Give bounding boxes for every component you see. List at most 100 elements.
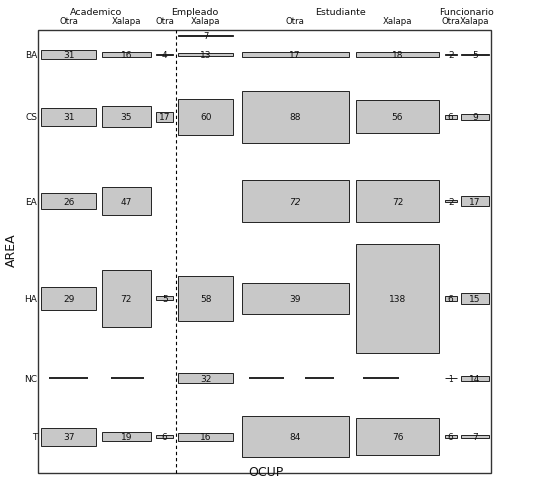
Bar	[41, 194, 96, 209]
Bar	[102, 271, 151, 327]
Text: 47: 47	[121, 197, 132, 206]
Text: 26: 26	[63, 197, 74, 206]
Text: 15: 15	[469, 294, 480, 303]
Bar	[242, 92, 349, 144]
Text: OCUP: OCUP	[249, 465, 284, 478]
Text: Xalapa: Xalapa	[111, 17, 141, 26]
Text: 76: 76	[392, 432, 403, 441]
Text: Empleado: Empleado	[171, 8, 219, 16]
Bar	[242, 53, 349, 58]
Text: 84: 84	[289, 432, 301, 441]
Bar	[242, 284, 349, 314]
Text: 72: 72	[392, 197, 403, 206]
Text: Otra: Otra	[441, 17, 460, 26]
Bar	[356, 53, 439, 58]
Bar	[41, 288, 96, 310]
Bar	[461, 435, 489, 439]
Bar	[102, 188, 151, 216]
Text: 5: 5	[162, 294, 167, 303]
Text: 9: 9	[472, 113, 478, 122]
Text: T: T	[32, 432, 37, 441]
Text: 72: 72	[121, 294, 132, 303]
Bar	[156, 55, 173, 56]
Bar	[242, 416, 349, 457]
Text: 138: 138	[389, 294, 406, 303]
Text: 2: 2	[448, 51, 453, 60]
Bar	[242, 180, 349, 223]
Text: 18: 18	[392, 51, 403, 60]
Text: NC: NC	[24, 374, 37, 383]
Text: 7: 7	[472, 432, 478, 441]
Bar	[461, 376, 489, 381]
Bar	[178, 373, 233, 384]
Bar	[445, 435, 457, 438]
Bar	[38, 31, 491, 473]
Text: 72: 72	[289, 197, 301, 206]
Text: 17: 17	[159, 113, 170, 122]
Bar	[461, 293, 489, 305]
Text: 32: 32	[200, 374, 211, 383]
Text: Funcionario: Funcionario	[439, 8, 494, 16]
Text: Otra: Otra	[155, 17, 174, 26]
Bar	[461, 55, 489, 56]
Bar	[102, 53, 151, 58]
Text: 6: 6	[448, 113, 453, 122]
Bar	[41, 428, 96, 446]
Bar	[156, 297, 173, 301]
Text: 17: 17	[469, 197, 480, 206]
Bar	[461, 197, 489, 206]
Bar	[445, 297, 457, 301]
Text: 60: 60	[200, 113, 211, 122]
Text: 6: 6	[448, 294, 453, 303]
Text: 7: 7	[203, 32, 209, 41]
Bar	[178, 276, 233, 322]
Text: 4: 4	[162, 51, 167, 60]
Text: 35: 35	[121, 113, 132, 122]
Bar	[461, 115, 489, 120]
Text: Otra: Otra	[59, 17, 78, 26]
Text: 29: 29	[63, 294, 74, 303]
Bar	[356, 101, 439, 134]
Bar	[178, 100, 233, 135]
Text: CS: CS	[25, 113, 37, 122]
Bar	[445, 116, 457, 120]
Bar	[178, 433, 233, 441]
Text: Xalapa: Xalapa	[460, 17, 490, 26]
Bar	[41, 51, 96, 60]
Text: HA: HA	[25, 294, 37, 303]
Bar	[102, 107, 151, 128]
Text: 88: 88	[289, 113, 301, 122]
Text: Estudiante: Estudiante	[315, 8, 366, 16]
Text: 16: 16	[121, 51, 132, 60]
Text: 58: 58	[200, 294, 211, 303]
Bar	[102, 432, 151, 442]
Text: Academico: Academico	[70, 8, 122, 16]
Text: 31: 31	[63, 113, 74, 122]
Text: 1: 1	[449, 374, 453, 383]
Text: 6: 6	[162, 432, 167, 441]
Text: 14: 14	[469, 374, 480, 383]
Text: 16: 16	[200, 432, 211, 441]
Text: BA: BA	[25, 51, 37, 60]
Text: Otra: Otra	[285, 17, 304, 26]
Bar	[178, 36, 233, 37]
Bar	[356, 245, 439, 353]
Text: 17: 17	[289, 51, 301, 60]
Text: 19: 19	[121, 432, 132, 441]
Text: 2: 2	[448, 197, 453, 206]
Bar	[178, 53, 233, 57]
Text: 56: 56	[392, 113, 403, 122]
Bar	[156, 113, 173, 122]
Text: 5: 5	[472, 51, 478, 60]
Bar	[356, 180, 439, 223]
Bar	[445, 55, 457, 56]
Text: 39: 39	[289, 294, 301, 303]
Text: Xalapa: Xalapa	[191, 17, 221, 26]
Bar	[156, 435, 173, 438]
Text: Xalapa: Xalapa	[383, 17, 412, 26]
Bar	[445, 201, 457, 202]
Text: AREA: AREA	[4, 233, 18, 266]
Bar	[41, 108, 96, 127]
Text: 37: 37	[63, 432, 74, 441]
Text: 6: 6	[448, 432, 453, 441]
